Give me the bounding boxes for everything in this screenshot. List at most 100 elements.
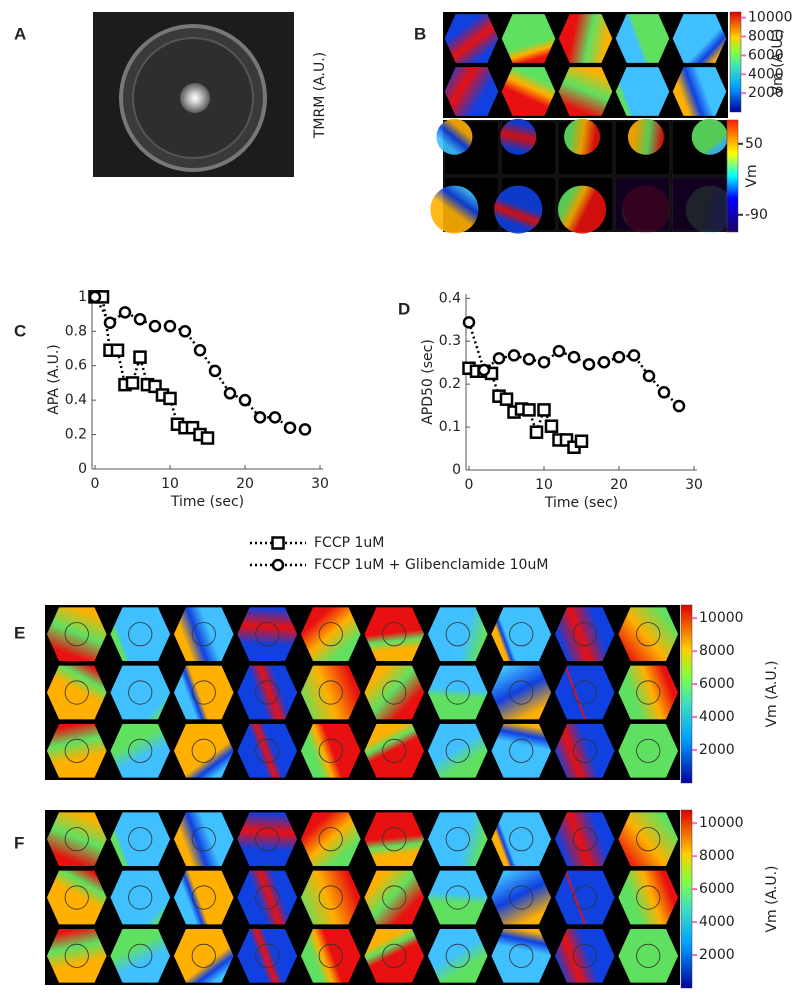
data-point xyxy=(118,306,132,319)
e-map-tile xyxy=(491,665,552,720)
e-map-tile xyxy=(237,724,298,778)
e-map-tile xyxy=(46,607,107,661)
b-sim-wave xyxy=(436,118,473,155)
colorbar-tick-label: 2000 xyxy=(748,85,784,101)
x-axis-label: Time (sec) xyxy=(544,495,618,511)
legend-marker xyxy=(271,558,285,572)
data-point xyxy=(268,411,282,424)
f-map-outline xyxy=(128,827,153,852)
e-map-tile xyxy=(300,665,361,720)
e-map-outline xyxy=(191,622,216,647)
x-tick-label: 30 xyxy=(311,476,329,492)
e-map-tile xyxy=(110,724,171,778)
colorbar-label: Vm (A.U.) xyxy=(770,28,786,95)
colorbar-tick-label: 10000 xyxy=(699,610,744,626)
data-point xyxy=(559,433,574,447)
data-point xyxy=(657,386,671,399)
data-point xyxy=(574,434,589,448)
f-map-tile xyxy=(46,929,107,983)
data-point xyxy=(627,349,641,362)
y-tick-label: 0.2 xyxy=(439,376,461,392)
e-map-tile xyxy=(491,607,552,661)
e-map-tile xyxy=(364,665,425,720)
data-point xyxy=(185,420,200,435)
f-map-tile xyxy=(427,812,488,866)
f-map-tile xyxy=(237,870,298,925)
e-map-outline xyxy=(191,680,216,705)
e-map-tile xyxy=(364,724,425,778)
e-map-outline xyxy=(318,738,343,763)
data-point xyxy=(148,319,162,333)
legend-label: FCCP 1uM xyxy=(314,535,384,551)
f-map-outline xyxy=(255,885,280,910)
e-map-outline xyxy=(572,622,597,647)
f-map-outline xyxy=(255,827,280,852)
panel-label: E xyxy=(14,623,25,642)
f-map-tile xyxy=(364,812,425,866)
e-map-outline xyxy=(636,622,661,647)
colorbar-tick-label: -90 xyxy=(745,207,768,223)
y-tick-label: 0 xyxy=(78,461,87,477)
data-point xyxy=(163,391,177,406)
panel-label: D xyxy=(398,299,410,318)
b-sim-wave xyxy=(691,118,728,155)
f-map-outline xyxy=(636,827,661,852)
colorbar-tick-label: 10000 xyxy=(748,10,793,26)
colorbar xyxy=(726,119,739,233)
colorbar-tick-label: 8000 xyxy=(699,643,735,659)
f-map-tile xyxy=(364,870,425,925)
f-map-tile xyxy=(554,870,615,925)
y-axis-label: APA (A.U.) xyxy=(46,344,62,415)
f-map-outline xyxy=(636,885,661,910)
b-map-tile xyxy=(615,14,670,63)
f-map-tile xyxy=(300,812,361,866)
f-map-outline xyxy=(572,943,597,968)
data-point xyxy=(597,356,611,369)
colorbar xyxy=(729,11,742,113)
e-map-outline xyxy=(255,680,280,705)
b-sim-wave xyxy=(564,118,601,155)
f-map-outline xyxy=(509,943,534,968)
x-tick-label: 10 xyxy=(535,477,553,493)
e-map-tile xyxy=(46,724,107,778)
e-map-tile xyxy=(110,607,171,661)
f-map-outline xyxy=(64,885,89,910)
f-map-tile xyxy=(618,812,679,866)
f-map-outline xyxy=(318,943,343,968)
data-point xyxy=(88,290,102,304)
e-map-tile xyxy=(554,724,615,778)
f-map-tile xyxy=(300,929,361,983)
e-map-outline xyxy=(572,680,597,705)
e-map-outline xyxy=(318,680,343,705)
data-point xyxy=(163,319,177,333)
f-map-tile xyxy=(364,929,425,983)
f-map-tile xyxy=(237,929,298,983)
y-tick-label: 0.4 xyxy=(65,392,87,408)
f-map-tile xyxy=(618,870,679,925)
e-map-tile xyxy=(237,607,298,661)
e-map-tile xyxy=(173,607,234,661)
y-tick-label: 0.1 xyxy=(439,419,461,435)
e-map-tile xyxy=(618,665,679,720)
x-tick-label: 0 xyxy=(91,476,100,492)
e-map-tile xyxy=(427,724,488,778)
f-map-tile xyxy=(110,929,171,983)
f-map-outline xyxy=(318,827,343,852)
y-tick-label: 0 xyxy=(452,462,461,478)
f-map-outline xyxy=(128,885,153,910)
b-map-tile xyxy=(672,14,727,63)
e-map-tile xyxy=(173,724,234,778)
f-map-outline xyxy=(445,943,470,968)
tmrm-spot xyxy=(180,83,210,113)
e-map-outline xyxy=(509,738,534,763)
e-map-outline xyxy=(509,680,534,705)
b-sim-wave xyxy=(494,185,543,234)
e-map-outline xyxy=(128,738,153,763)
f-map-outline xyxy=(64,943,89,968)
data-point xyxy=(522,352,536,366)
y-tick-label: 0.2 xyxy=(65,427,87,443)
data-point xyxy=(253,411,267,424)
f-map-outline xyxy=(191,943,216,968)
